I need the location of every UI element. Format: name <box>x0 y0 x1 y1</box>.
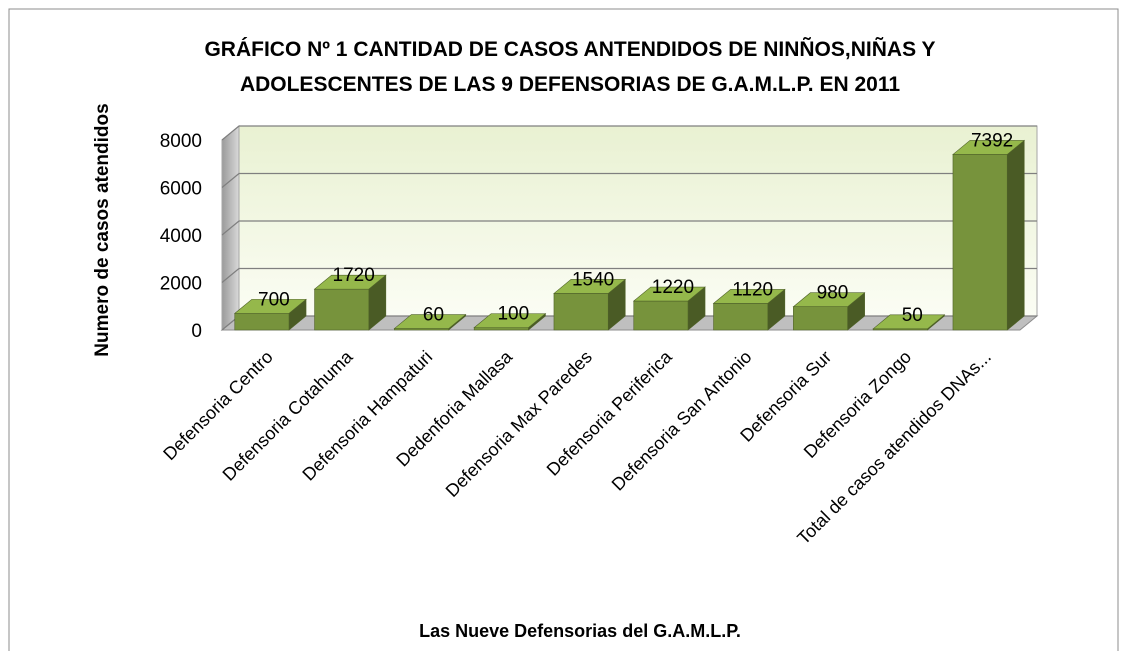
bar-top <box>712 289 786 304</box>
bar <box>553 278 627 331</box>
data-label: 1540 <box>572 269 614 290</box>
bar-front <box>713 303 769 331</box>
bar-front <box>234 313 290 331</box>
y-axis-title: Numero de casos atendidos <box>92 103 113 356</box>
bar <box>712 288 786 331</box>
bar-top <box>313 274 387 290</box>
bar <box>872 314 946 331</box>
grid-line <box>221 125 1037 141</box>
data-label: 1220 <box>652 277 694 298</box>
bar <box>393 313 467 331</box>
bar-front <box>314 288 370 331</box>
bar <box>632 286 706 331</box>
bar-top <box>393 314 467 329</box>
chart-title: GRÁFICO Nº 1 CANTIDAD DE CASOS ANTENDIDO… <box>204 38 935 61</box>
data-label: 980 <box>817 283 849 304</box>
data-label: 100 <box>497 304 529 325</box>
bar-front <box>553 293 609 331</box>
grid-line <box>221 220 1037 236</box>
data-label: 7392 <box>971 130 1013 151</box>
bar <box>313 274 387 331</box>
data-label: 50 <box>902 305 923 326</box>
grid-line <box>221 267 1037 283</box>
grid-line <box>221 172 1037 188</box>
bar-top <box>952 140 1026 155</box>
bar <box>473 312 547 331</box>
y-tick-label: 0 <box>191 321 202 342</box>
y-tick-label: 6000 <box>160 179 202 200</box>
bar <box>792 292 866 331</box>
bar <box>233 298 307 331</box>
data-label: 1120 <box>732 279 773 300</box>
bar-top <box>233 299 307 314</box>
y-tick-label: 4000 <box>160 226 202 247</box>
data-label: 60 <box>423 305 444 326</box>
bar-top <box>632 286 706 302</box>
bar-front <box>473 327 529 331</box>
bar-top <box>553 279 627 294</box>
bar-top <box>473 313 547 328</box>
x-axis-title: Las Nueve Defensorias del G.A.M.L.P. <box>419 621 741 641</box>
bar <box>952 139 1026 331</box>
bar-front <box>793 306 848 331</box>
y-tick-label: 2000 <box>160 274 202 295</box>
data-label: 700 <box>258 289 290 310</box>
y-tick-label: 8000 <box>160 131 202 152</box>
bar-top <box>872 314 946 330</box>
bar-front <box>952 154 1008 331</box>
bar-top <box>792 292 866 308</box>
chart-frame <box>8 8 1119 656</box>
data-label: 1720 <box>333 265 375 286</box>
bar-front <box>633 300 689 331</box>
chart-title: ADOLESCENTES DE LAS 9 DEFENSORIAS DE G.A… <box>240 73 900 96</box>
bar-side <box>1006 139 1025 331</box>
